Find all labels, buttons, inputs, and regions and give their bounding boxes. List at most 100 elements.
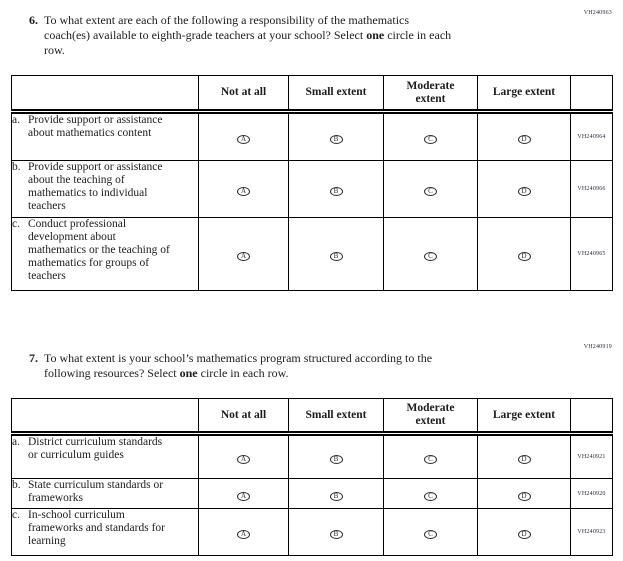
table-header-row: Not at all Small extent Moderate extent … [11,398,613,436]
question-6-line-3: row. [44,43,65,57]
row-code: VH240923 [570,508,613,556]
answer-bubble-d[interactable]: D [517,135,531,144]
column-header-small-extent: Small extent [288,75,384,114]
row-label: c. In-school curriculum frameworks and s… [11,508,199,556]
table-row: c. Conduct professional development abou… [11,217,613,291]
column-header-large-extent: Large extent [477,75,571,114]
cell-moderate-extent: C [383,433,478,479]
answer-bubble-a[interactable]: A [237,530,250,539]
table-row: a. District curriculum standards or curr… [11,433,613,479]
answer-bubble-c[interactable]: C [424,455,437,464]
row-label-text: In-school curriculum frameworks and stan… [28,509,165,548]
code-column-header [570,75,613,114]
cell-small-extent: B [288,478,384,509]
row-label-text: District curriculum standards or curricu… [28,436,163,461]
answer-bubble-b[interactable]: B [329,187,343,196]
answer-bubble-d[interactable]: D [517,187,531,196]
question-7-number: 7. [29,351,38,365]
row-letter: c. [12,218,20,231]
answer-bubble-b[interactable]: B [329,252,343,261]
row-label-text: State curriculum standards or frameworks [28,479,164,505]
question-7: 7. To what extent is your school’s mathe… [29,351,432,381]
answer-bubble-d[interactable]: D [517,530,531,539]
answer-bubble-c[interactable]: C [424,187,437,196]
answer-bubble-d[interactable]: D [517,252,531,261]
row-letter: b. [12,161,21,174]
row-letter: c. [12,509,20,522]
row-label-text: Conduct professional development about m… [28,218,170,283]
answer-bubble-a[interactable]: A [237,252,250,261]
answer-bubble-b[interactable]: B [329,530,343,539]
row-label: a. District curriculum standards or curr… [11,433,199,479]
answer-bubble-c[interactable]: C [424,491,437,501]
table-row: b. State curriculum standards or framewo… [11,478,613,509]
question-7-line-1: To what extent is your school’s mathemat… [44,351,433,365]
cell-small-extent: B [288,433,384,479]
cell-not-at-all: A [198,478,289,509]
cell-moderate-extent: C [383,478,478,509]
cell-large-extent: D [477,217,571,291]
cell-large-extent: D [477,111,571,161]
cell-large-extent: D [477,433,571,479]
cell-large-extent: D [477,160,571,218]
empty-header-cell [11,75,199,114]
cell-not-at-all: A [198,508,289,556]
answer-bubble-a[interactable]: A [237,135,250,144]
cell-moderate-extent: C [383,160,478,218]
column-header-small-extent: Small extent [288,398,384,436]
table-row: c. In-school curriculum frameworks and s… [11,508,613,556]
answer-bubble-a[interactable]: A [237,455,250,464]
table-row: a. Provide support or assistance about m… [11,111,613,161]
answer-bubble-c[interactable]: C [424,135,437,144]
cell-large-extent: D [477,508,571,556]
row-code: VH240966 [570,160,613,218]
column-header-not-at-all: Not at all [198,75,289,114]
row-label-text: Provide support or assistance about the … [28,161,163,213]
row-code: VH240921 [570,433,613,479]
table-row: b. Provide support or assistance about t… [11,160,613,218]
row-code: VH240965 [570,217,613,291]
column-header-large-extent: Large extent [477,398,571,436]
answer-bubble-a[interactable]: A [237,491,250,501]
row-code: VH240964 [570,111,613,161]
column-header-not-at-all: Not at all [198,398,289,436]
row-code: VH240920 [570,478,613,509]
answer-bubble-b[interactable]: B [329,135,343,144]
answer-bubble-b[interactable]: B [329,491,343,501]
cell-small-extent: B [288,508,384,556]
row-label: b. Provide support or assistance about t… [11,160,199,218]
cell-not-at-all: A [198,111,289,161]
column-header-moderate-extent: Moderate extent [383,75,478,114]
cell-moderate-extent: C [383,508,478,556]
answer-bubble-c[interactable]: C [424,252,437,261]
row-letter: b. [12,479,21,492]
row-label: a. Provide support or assistance about m… [11,111,199,161]
answer-bubble-b[interactable]: B [329,455,343,464]
cell-small-extent: B [288,160,384,218]
question-7-text: To what extent is your school’s mathemat… [44,351,432,381]
cell-large-extent: D [477,478,571,509]
question-6-response-table: Not at all Small extent Moderate extent … [11,75,613,291]
answer-bubble-d[interactable]: D [517,455,531,464]
question-6-line-2: coach(es) available to eighth-grade teac… [44,28,452,42]
answer-bubble-d[interactable]: D [517,491,531,501]
row-letter: a. [12,114,20,126]
cell-moderate-extent: C [383,217,478,291]
question-7-line-2: following resources? Select one circle i… [44,366,289,380]
row-label-text: Provide support or assistance about math… [28,114,163,139]
question-7-response-table: Not at all Small extent Moderate extent … [11,398,613,556]
cell-small-extent: B [288,217,384,291]
question-6-line-1: To what extent are each of the following… [44,13,410,27]
question-7-code: VH240919 [583,344,612,350]
cell-moderate-extent: C [383,111,478,161]
answer-bubble-a[interactable]: A [237,187,250,196]
cell-not-at-all: A [198,217,289,291]
column-header-moderate-extent: Moderate extent [383,398,478,436]
empty-header-cell [11,398,199,436]
table-header-row: Not at all Small extent Moderate extent … [11,75,613,114]
cell-not-at-all: A [198,433,289,479]
code-column-header [570,398,613,436]
row-letter: a. [12,436,20,448]
answer-bubble-c[interactable]: C [424,530,437,539]
